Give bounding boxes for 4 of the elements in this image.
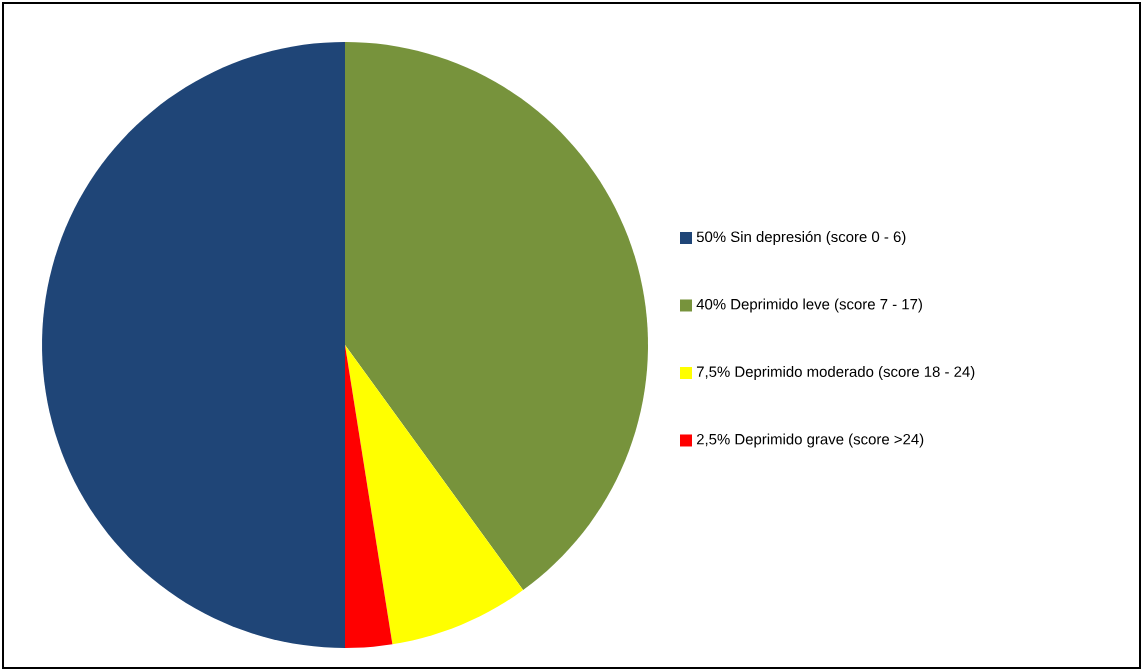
legend-label: 40% Deprimido leve (score 7 - 17) xyxy=(696,298,922,313)
legend-label: 50% Sin depresión (score 0 - 6) xyxy=(696,230,906,246)
legend-label: 7,5% Deprimido moderado (score 18 - 24) xyxy=(696,366,975,380)
legend-label: 2,5% Deprimido grave (score >24) xyxy=(696,433,924,448)
